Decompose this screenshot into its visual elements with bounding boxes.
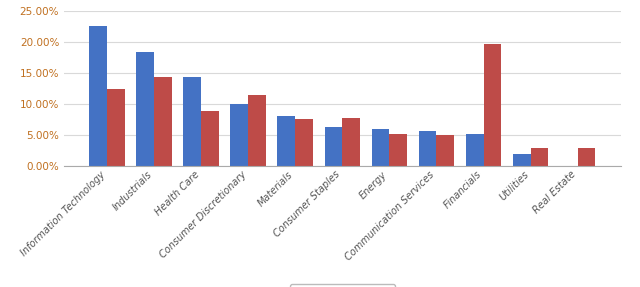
Bar (324, 127, 342, 166)
Bar (230, 104, 248, 166)
Bar (372, 129, 390, 166)
Bar (201, 111, 219, 166)
Bar (436, 135, 454, 166)
Bar (419, 131, 436, 166)
Bar (295, 119, 313, 166)
Bar (278, 116, 295, 166)
Legend: DNL, IXUS: DNL, IXUS (290, 284, 395, 287)
Bar (466, 134, 484, 166)
Bar (248, 95, 266, 166)
Bar (484, 44, 501, 166)
Bar (107, 89, 125, 166)
Bar (90, 26, 107, 166)
Bar (342, 118, 360, 166)
Bar (390, 134, 407, 166)
Bar (531, 148, 548, 166)
Bar (154, 77, 172, 166)
Bar (513, 154, 531, 166)
Bar (578, 148, 595, 166)
Bar (136, 53, 154, 166)
Bar (184, 77, 201, 166)
